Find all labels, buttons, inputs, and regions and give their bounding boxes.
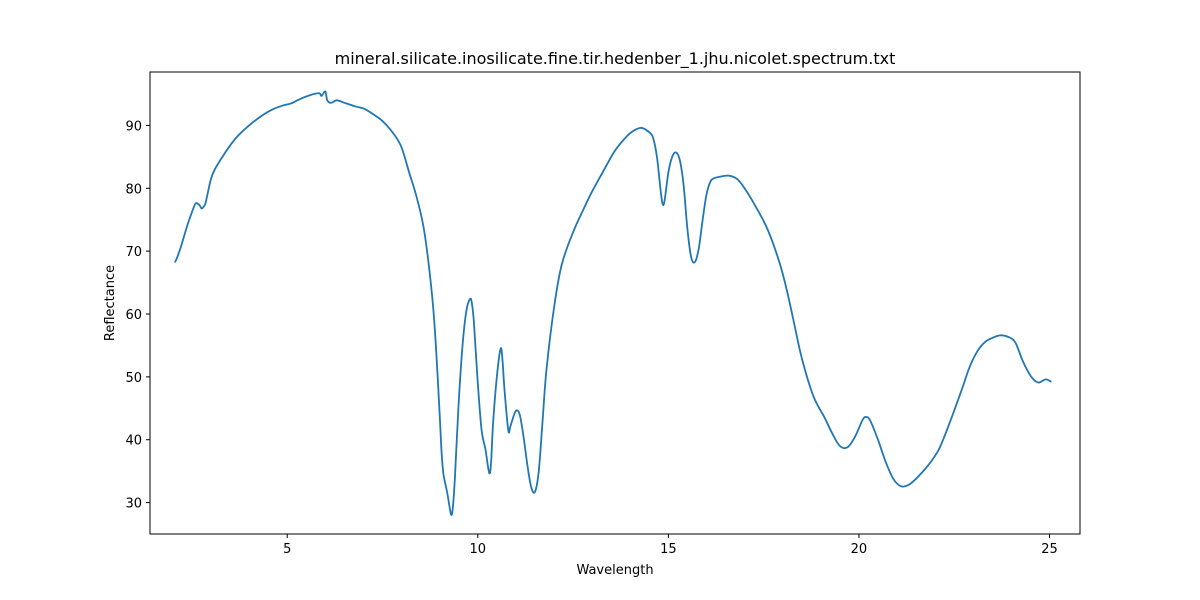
x-axis-ticks: 5 10 15 20 25	[283, 534, 1058, 557]
y-tick-label: 50	[125, 371, 142, 386]
y-axis-label: Reflectance	[103, 265, 118, 341]
series-layer	[173, 90, 1052, 516]
y-tick-label: 60	[125, 308, 142, 323]
spectrum-line	[173, 90, 1052, 516]
y-tick-label: 30	[125, 497, 142, 512]
y-tick-label: 80	[125, 182, 142, 197]
y-tick-label: 90	[125, 119, 142, 134]
x-tick-label: 15	[660, 542, 677, 557]
x-tick-label: 20	[851, 542, 868, 557]
plot-area	[149, 71, 1081, 535]
y-tick-label: 40	[125, 434, 142, 449]
y-tick-label: 70	[125, 245, 142, 260]
chart-title: mineral.silicate.inosilicate.fine.tir.he…	[335, 49, 896, 69]
x-axis-label: Wavelength	[576, 563, 653, 578]
x-tick-label: 10	[470, 542, 487, 557]
y-axis-ticks: 30 40 50 60 70 80 90	[125, 119, 150, 512]
x-tick-label: 5	[283, 542, 291, 557]
x-tick-label: 25	[1041, 542, 1058, 557]
